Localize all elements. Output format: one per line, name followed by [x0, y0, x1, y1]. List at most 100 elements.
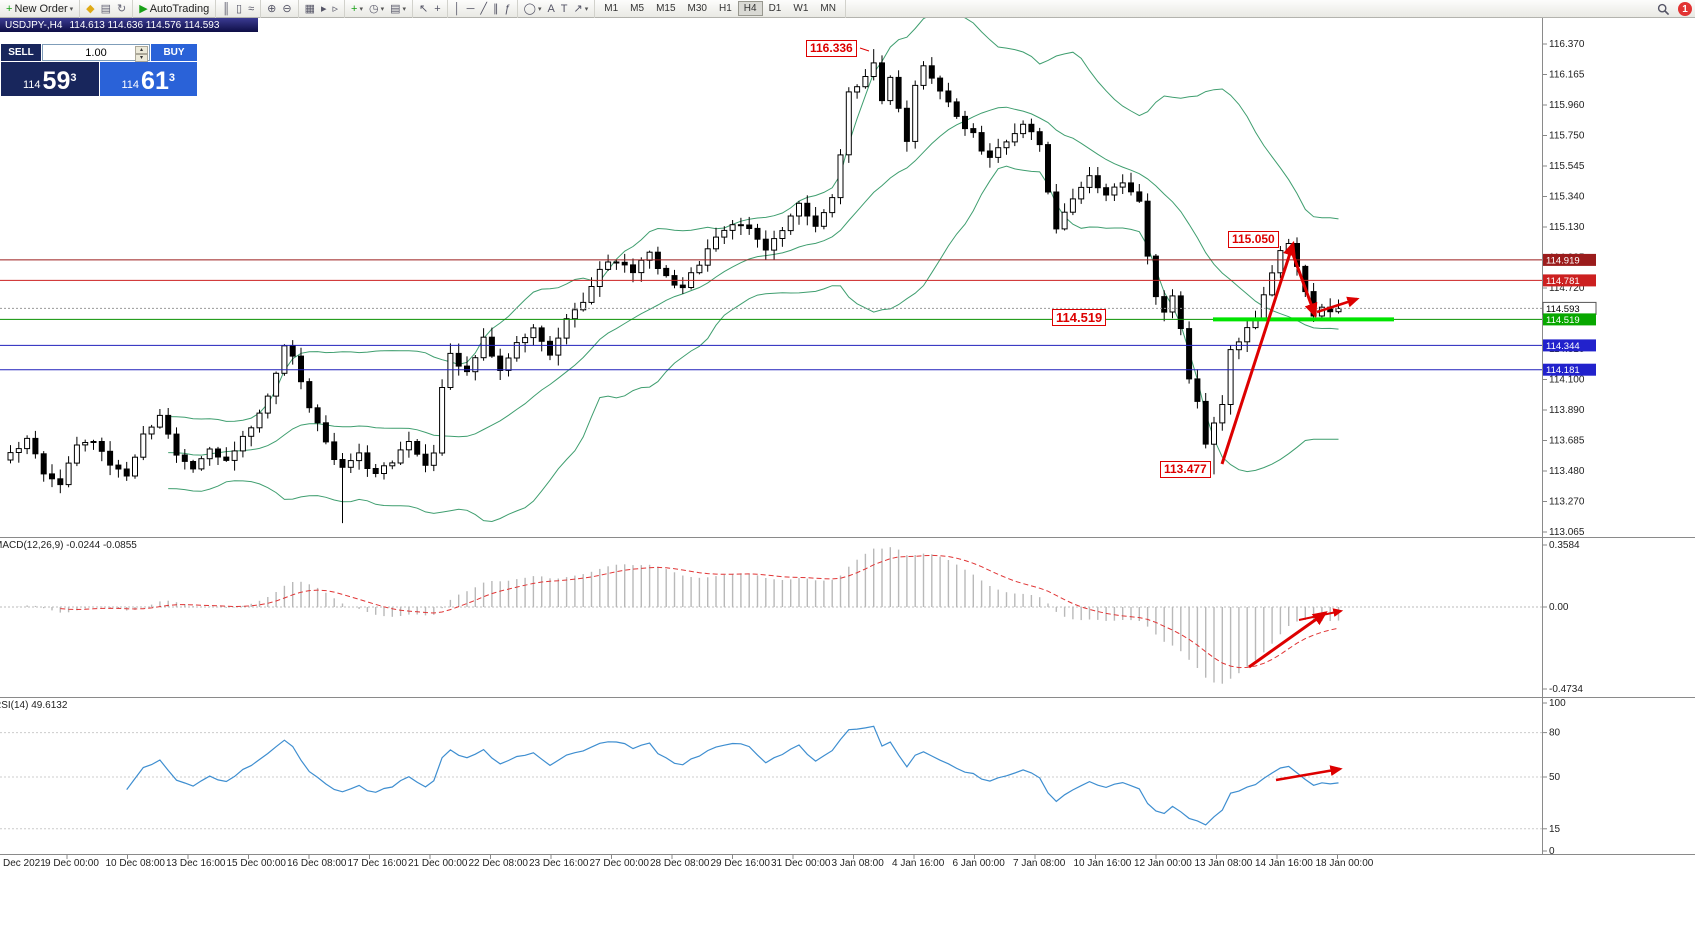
refresh-button[interactable]: ↻	[114, 1, 129, 17]
trend-arrow-object[interactable]	[859, 47, 870, 52]
volume-up-button[interactable]: ▴	[135, 46, 148, 54]
price-tick-label: 115.545	[1549, 161, 1585, 172]
trend-arrow-object[interactable]	[1289, 248, 1318, 319]
ask-price-main: 61	[141, 67, 169, 95]
periods-button[interactable]: ◷ ▾	[366, 1, 387, 17]
candle-body	[771, 238, 778, 251]
chart-shift-button[interactable]: ▹	[330, 1, 342, 17]
candle-body	[148, 426, 155, 435]
timeframe-d1[interactable]: D1	[768, 3, 782, 14]
candle-body	[580, 301, 587, 311]
templates-button[interactable]: ▤ ▾	[387, 1, 409, 17]
vertical-line-button[interactable]: │	[451, 1, 464, 17]
trend-arrow-object[interactable]	[1298, 608, 1344, 621]
autotrading-button[interactable]: ▶ AutoTrading	[136, 1, 212, 17]
fibonacci-button[interactable]: ƒ	[502, 1, 514, 17]
crosshair-icon: +	[434, 2, 441, 15]
timeframe-w1[interactable]: W1	[793, 3, 809, 14]
timeframe-m5[interactable]: M5	[630, 3, 645, 14]
tile-windows-button[interactable]: ▦	[302, 1, 318, 17]
timeframe-mn[interactable]: MN	[820, 3, 836, 14]
trend-arrow-object[interactable]	[1248, 611, 1328, 669]
candle-body	[289, 345, 296, 357]
candle-body	[306, 381, 313, 409]
toolbar-group: + ▾ ◷ ▾ ▤ ▾	[345, 0, 414, 18]
candle-body	[796, 202, 802, 217]
channel-button[interactable]: ∥	[490, 1, 502, 17]
timeframe-h4[interactable]: H4	[737, 1, 763, 16]
price-tick-label: 113.685	[1549, 436, 1585, 447]
channel-icon: ∥	[493, 2, 499, 15]
zoom-out-button[interactable]: ⊖	[279, 1, 294, 17]
new-order-icon: +	[6, 2, 13, 15]
timeframe-m1[interactable]: M1	[604, 3, 619, 14]
label-button[interactable]: T	[558, 1, 571, 17]
new-order-button-caret: ▾	[69, 5, 74, 13]
price-tick-label: 114.720	[1549, 283, 1585, 294]
auto-scroll-icon: ▸	[320, 2, 327, 15]
price-level-label-text: 114.519	[1546, 315, 1580, 326]
candle-body	[1020, 123, 1027, 135]
data-window-button[interactable]: ▤	[98, 1, 114, 17]
time-axis-label: 16 Dec 08:00	[287, 858, 347, 869]
timeframe-m15[interactable]: M15	[656, 3, 676, 14]
time-axis-label: 4 Jan 16:00	[892, 858, 945, 869]
candle-body	[547, 340, 553, 356]
zoom-in-button[interactable]: ⊕	[264, 1, 279, 17]
shapes-button[interactable]: ◯ ▾	[521, 1, 545, 17]
candle-body	[812, 215, 819, 227]
sell-button[interactable]: SELL	[1, 44, 41, 61]
time-axis-label: 13 Dec 16:00	[166, 858, 226, 869]
candle-body	[397, 449, 404, 464]
metaeditor-button[interactable]: ◆	[83, 1, 97, 17]
new-order-button[interactable]: + New Order ▾	[3, 1, 76, 17]
bar-chart-button[interactable]: ║	[219, 1, 233, 17]
volume-down-button[interactable]: ▾	[135, 54, 148, 62]
time-axis-label: 14 Jan 16:00	[1255, 858, 1313, 869]
rsi-tick-label: 50	[1549, 772, 1561, 783]
timeframe-m30[interactable]: M30	[687, 3, 707, 14]
volume-input[interactable]: 1.00 ▴ ▾	[42, 44, 150, 62]
trend-arrow-object[interactable]	[1220, 240, 1296, 465]
notification-badge[interactable]: 1	[1678, 2, 1692, 16]
candle-body	[115, 464, 122, 470]
toolbar-group: ▦ ▸ ▹	[299, 0, 346, 18]
candle-body	[962, 115, 968, 130]
candlestick-chart-button[interactable]: ▯	[233, 1, 245, 17]
periods-button-caret: ▾	[380, 5, 385, 13]
price-level-label	[1543, 339, 1596, 352]
price-level-label-text: 114.181	[1546, 365, 1580, 376]
data-window-icon: ▤	[100, 2, 112, 15]
candle-body	[1227, 349, 1234, 406]
candle-body	[1003, 141, 1010, 149]
candle-body	[472, 357, 479, 373]
indicators-button[interactable]: + ▾	[348, 1, 366, 17]
arrows-button[interactable]: ↗ ▾	[571, 1, 592, 17]
candle-body	[679, 284, 686, 289]
candle-body	[505, 357, 512, 371]
candle-body	[190, 461, 197, 470]
trend-arrow-object[interactable]	[1275, 765, 1343, 782]
candle-body	[372, 468, 379, 474]
candle-body	[181, 454, 188, 462]
text-button[interactable]: A	[544, 1, 557, 17]
candle-body	[331, 441, 338, 460]
cursor-button[interactable]: ↖	[416, 1, 431, 17]
timeframe-h1[interactable]: H1	[718, 3, 732, 14]
search-button[interactable]	[1654, 1, 1673, 17]
candle-body	[571, 309, 578, 320]
trend-arrow-object[interactable]	[1316, 296, 1360, 314]
trendline-button[interactable]: ╱	[477, 1, 490, 17]
bid-price-sup: 3	[70, 72, 77, 84]
auto-scroll-button[interactable]: ▸	[318, 1, 330, 17]
price-tick-label: 113.890	[1549, 405, 1585, 416]
horizontal-line-button[interactable]: ─	[464, 1, 478, 17]
buy-button[interactable]: BUY	[151, 44, 197, 61]
candle-body	[389, 462, 396, 467]
line-chart-button[interactable]: ≈	[245, 1, 257, 17]
price-level-label-text: 114.593	[1546, 304, 1580, 315]
candle-body	[945, 90, 952, 103]
crosshair-button[interactable]: +	[431, 1, 443, 17]
